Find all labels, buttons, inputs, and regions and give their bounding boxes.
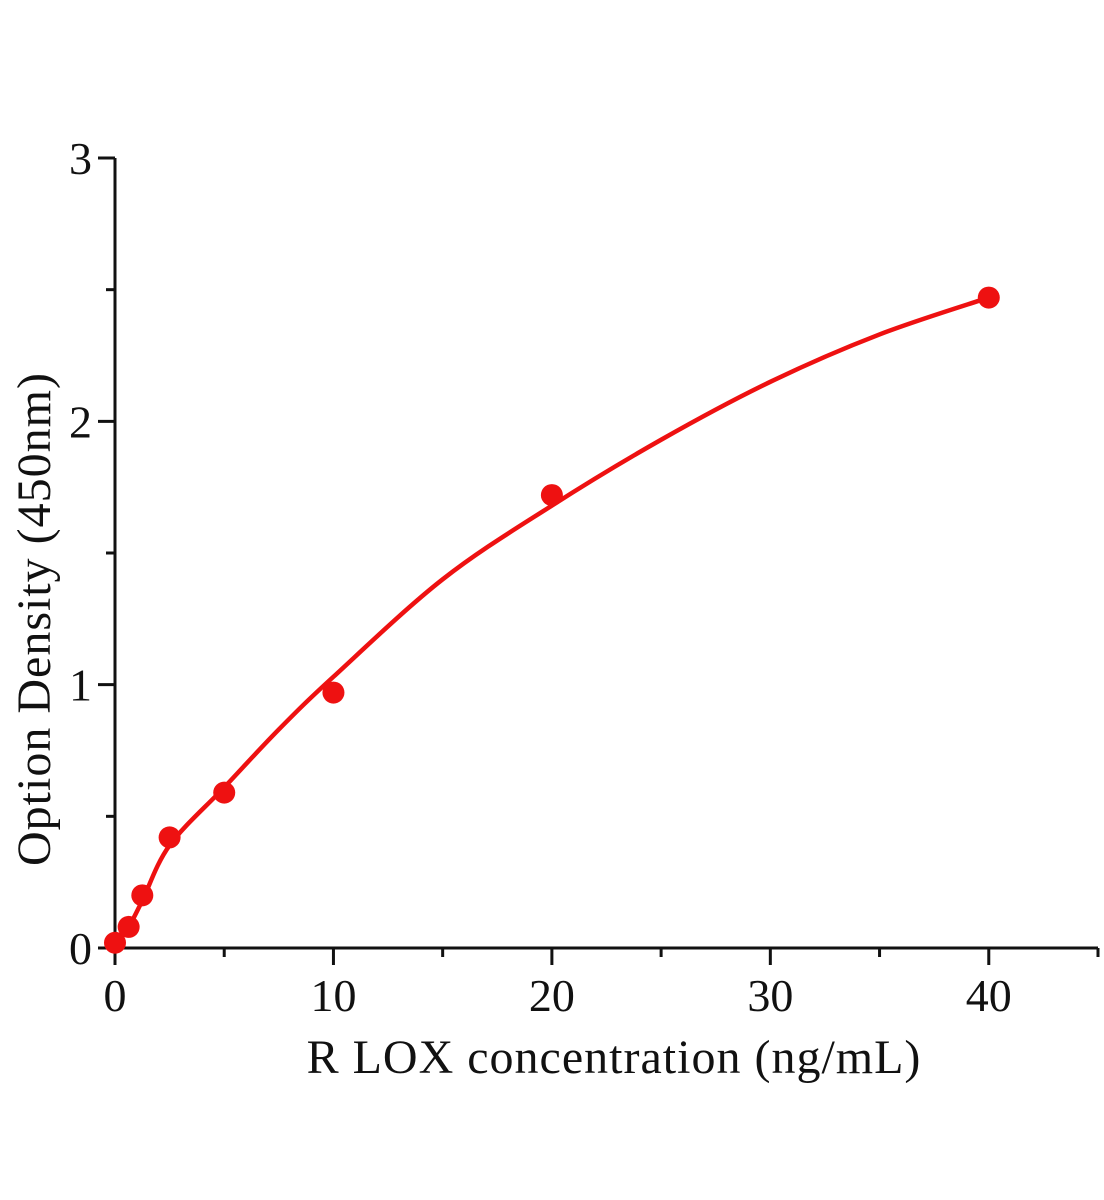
data-point-marker bbox=[131, 884, 154, 907]
data-point-marker bbox=[104, 931, 126, 954]
axis-spine bbox=[113, 158, 1098, 950]
x-axis-title: R LOX concentration (ng/mL) bbox=[307, 1031, 922, 1084]
y-tick-label: 3 bbox=[69, 133, 92, 184]
data-point-marker bbox=[977, 286, 1000, 309]
data-points bbox=[104, 286, 1000, 954]
standard-curve-line bbox=[112, 295, 992, 948]
data-point-marker bbox=[213, 781, 236, 804]
data-point-marker bbox=[540, 484, 563, 507]
data-point-marker bbox=[117, 915, 140, 938]
axis-ticks bbox=[98, 156, 1100, 965]
x-tick-label: 0 bbox=[104, 970, 127, 1021]
axis-tick-labels: 0 10 20 30 40 0 1 2 3 bbox=[69, 133, 1012, 1021]
x-tick-label: 30 bbox=[747, 970, 793, 1021]
y-tick-label: 2 bbox=[69, 396, 92, 447]
data-point-marker bbox=[158, 826, 181, 849]
fit-curve bbox=[112, 295, 992, 948]
y-tick-label: 1 bbox=[69, 660, 92, 711]
axes bbox=[113, 158, 1098, 950]
y-tick-label: 0 bbox=[69, 923, 92, 974]
y-axis-title: Option Density (450nm) bbox=[8, 372, 61, 866]
x-tick-label: 20 bbox=[529, 970, 575, 1021]
data-point-marker bbox=[322, 681, 345, 704]
x-tick-label: 10 bbox=[310, 970, 356, 1021]
x-tick-label: 40 bbox=[966, 970, 1012, 1021]
